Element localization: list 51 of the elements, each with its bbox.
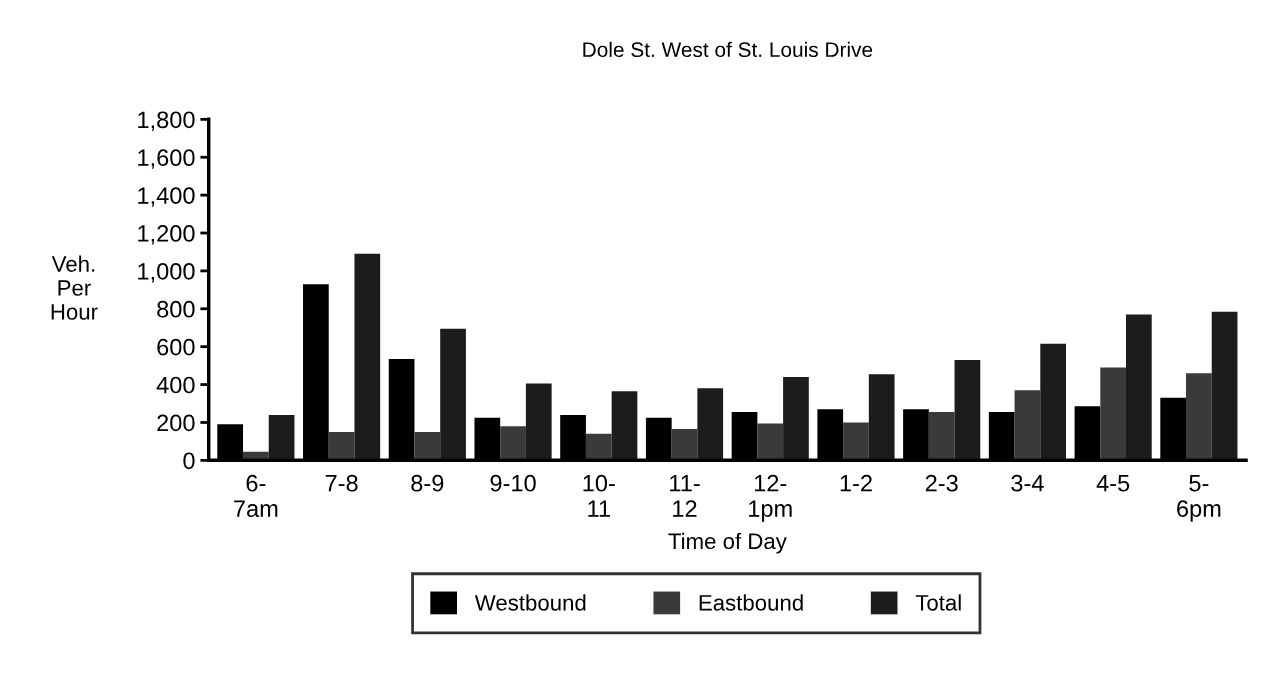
legend-label: Total xyxy=(915,594,961,611)
chart-title: Dole St. West of St. Louis Drive xyxy=(583,41,873,58)
bar xyxy=(585,433,612,461)
y-tick-label: 1,800 xyxy=(138,111,195,131)
y-tick-label: 0 xyxy=(183,452,195,470)
bar xyxy=(843,422,869,461)
bar xyxy=(1040,343,1066,461)
bar xyxy=(440,328,466,461)
x-tick-label: 4-5 xyxy=(1096,475,1130,492)
x-tick-label: 8-9 xyxy=(411,474,444,492)
y-axis-title: Veh. Per Hour xyxy=(51,255,98,320)
y-tick-label: 1,400 xyxy=(138,187,195,207)
bar xyxy=(671,429,698,461)
bar xyxy=(1126,314,1152,461)
bar xyxy=(928,412,955,461)
x-tick-label: 10- 11 xyxy=(583,474,615,517)
bar xyxy=(868,374,895,461)
bar xyxy=(611,391,638,461)
legend-label: Westbound xyxy=(474,594,586,611)
bar xyxy=(328,431,355,461)
y-tick-label: 1,000 xyxy=(138,262,195,283)
x-tick-label: 7-8 xyxy=(325,474,358,492)
x-tick-label: 9-10 xyxy=(490,474,536,492)
bar xyxy=(1014,390,1041,461)
bar xyxy=(1186,373,1212,461)
bar xyxy=(525,383,552,461)
bar xyxy=(757,423,784,461)
x-tick-label: 3-4 xyxy=(1011,474,1044,492)
bar xyxy=(354,253,381,461)
x-tick-label: 11- 12 xyxy=(670,475,700,517)
bar xyxy=(414,431,441,461)
y-tick-label: 400 xyxy=(156,376,195,394)
x-tick-label: 12- 1pm xyxy=(749,474,792,522)
y-tick-label: 600 xyxy=(157,338,195,356)
y-tick-label: 200 xyxy=(157,414,195,432)
x-tick-label: 5- 6pm xyxy=(1177,475,1221,522)
bar xyxy=(783,376,809,461)
y-tick-label: 800 xyxy=(157,300,195,318)
y-tick-label: 1,200 xyxy=(138,225,195,245)
legend-label: Eastbound xyxy=(699,594,803,611)
x-tick-label: 2-3 xyxy=(925,474,958,492)
x-axis-title: Time of Day xyxy=(668,532,787,554)
bar xyxy=(268,414,295,461)
bar xyxy=(954,359,981,461)
x-tick-label: 6- 7am xyxy=(234,474,278,518)
bar xyxy=(1211,311,1238,461)
x-tick-label: 1-2 xyxy=(840,474,872,492)
y-tick-label: 1,600 xyxy=(138,149,195,169)
bar xyxy=(500,426,526,461)
bar xyxy=(697,388,724,461)
bar xyxy=(1100,367,1127,461)
